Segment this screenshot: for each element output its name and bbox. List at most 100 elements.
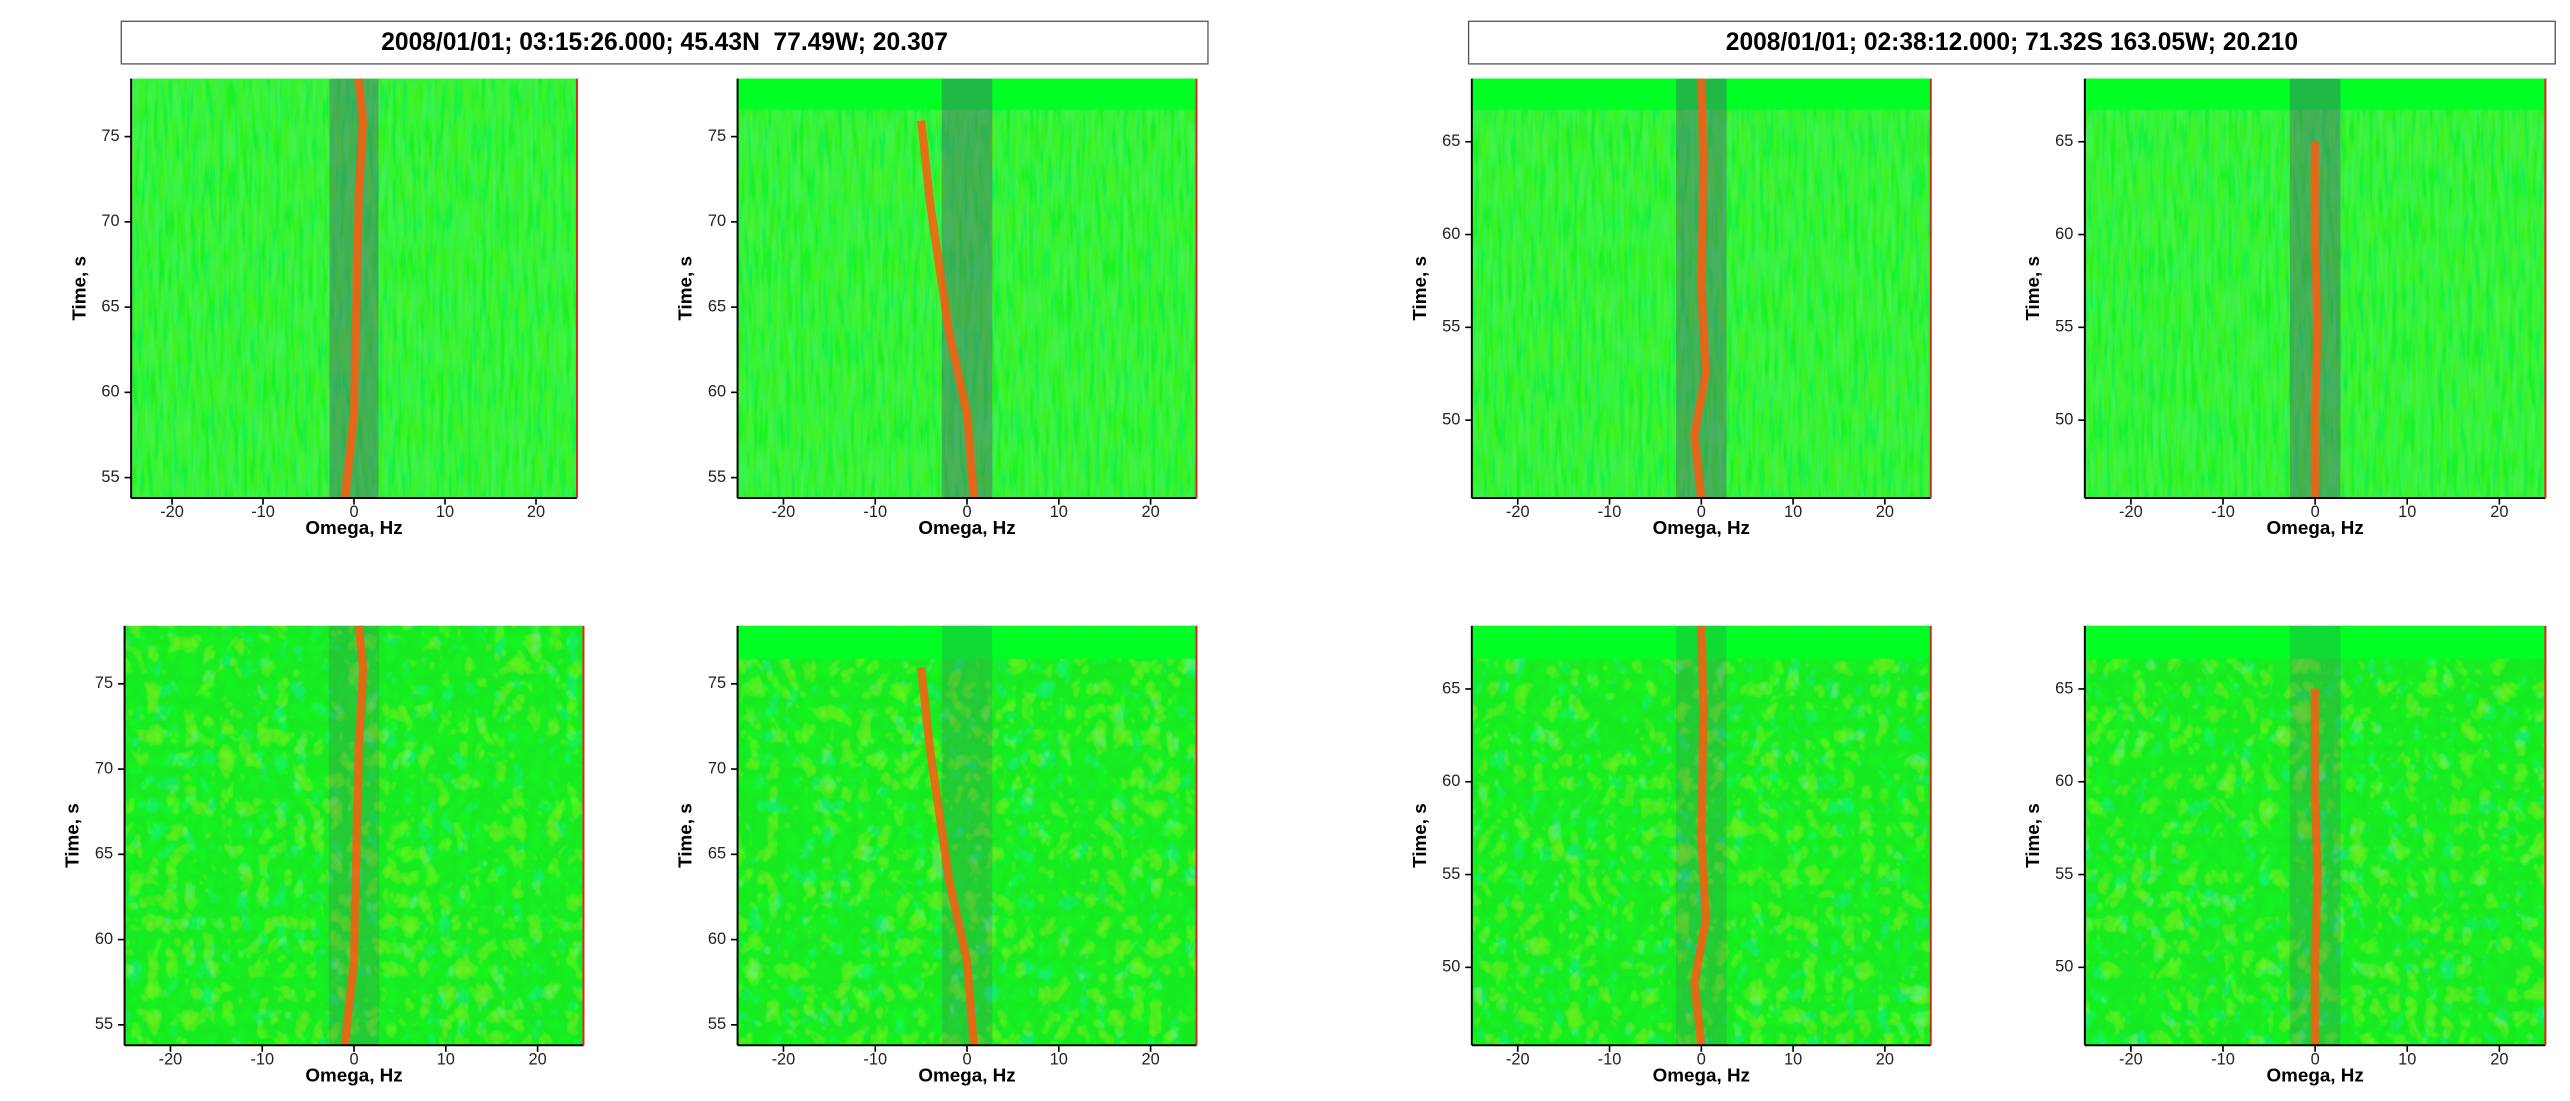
y-tick-label: 55 [708, 468, 726, 486]
y-tick-label: 75 [708, 127, 726, 145]
x-axis-label: Omega, Hz [2266, 517, 2363, 538]
x-tick-label: 0 [349, 503, 358, 521]
x-tick-label: 20 [1141, 1050, 1159, 1068]
ridge [2311, 688, 2322, 1046]
x-tick-label: -20 [2119, 503, 2143, 521]
x-tick-label: -20 [159, 1050, 183, 1068]
ridge [1690, 625, 1711, 1046]
y-tick-label: 55 [101, 468, 119, 486]
y-tick-label: 75 [708, 674, 726, 692]
x-tick-label: -10 [2211, 1050, 2235, 1068]
x-tick-label: 20 [2490, 1050, 2508, 1068]
y-tick-label: 65 [1442, 679, 1460, 697]
x-tick-label: -10 [2211, 503, 2235, 521]
x-tick-label: 0 [2311, 503, 2320, 521]
y-tick-label: 60 [101, 383, 119, 401]
x-axis-label: Omega, Hz [1653, 1064, 1750, 1085]
x-tick-label: 10 [1784, 1050, 1802, 1068]
x-tick-label: 10 [1050, 1050, 1068, 1068]
x-tick-label: 10 [2398, 1050, 2416, 1068]
x-tick-label: -20 [2119, 1050, 2143, 1068]
y-tick-label: 65 [101, 297, 119, 315]
x-tick-label: -20 [1506, 1050, 1530, 1068]
y-axis-label: Time, s [2022, 803, 2043, 868]
x-tick-label: 10 [2398, 503, 2416, 521]
y-tick-label: 50 [1442, 410, 1460, 428]
y-tick-label: 60 [1442, 225, 1460, 243]
x-axis-label: Omega, Hz [918, 517, 1015, 538]
y-axis-label: Time, s [68, 256, 89, 321]
heatmap-top-band [737, 625, 1197, 659]
y-axis-label: Time, s [675, 803, 696, 868]
y-tick-label: 60 [708, 383, 726, 401]
x-axis-label: Omega, Hz [305, 517, 402, 538]
title-box [120, 20, 1209, 65]
y-tick-label: 75 [101, 127, 119, 145]
y-tick-label: 55 [1442, 318, 1460, 336]
y-tick-label: 65 [708, 845, 726, 863]
ridge [1690, 78, 1711, 499]
x-axis-label: Omega, Hz [2266, 1064, 2363, 1085]
y-tick-label: 70 [708, 212, 726, 230]
y-axis-label: Time, s [1409, 256, 1430, 321]
y-tick-label: 50 [2055, 410, 2073, 428]
y-tick-label: 55 [1442, 865, 1460, 883]
x-tick-label: 10 [1784, 503, 1802, 521]
heatmap-top-band [2084, 78, 2546, 110]
x-tick-label: -20 [772, 503, 796, 521]
y-axis-label: Time, s [1409, 803, 1430, 868]
x-tick-label: -20 [160, 503, 184, 521]
ridge [917, 667, 978, 1046]
title-box [1467, 20, 2556, 65]
y-tick-label: 60 [708, 930, 726, 948]
y-tick-label: 65 [2055, 132, 2073, 150]
y-axis-label: Time, s [675, 256, 696, 321]
x-axis-label: Omega, Hz [1653, 517, 1750, 538]
y-axis-label: Time, s [2022, 256, 2043, 321]
y-tick-label: 65 [1442, 132, 1460, 150]
ridge [917, 120, 978, 499]
heatmap-top-band [2084, 625, 2546, 659]
figure-title: 2008/01/01; 02:38:12.000; 71.32S 163.05W… [1726, 29, 2298, 56]
ridge [2311, 141, 2322, 499]
y-tick-label: 50 [1442, 958, 1460, 976]
x-tick-label: 20 [1876, 503, 1894, 521]
x-tick-label: 20 [2490, 503, 2508, 521]
y-tick-label: 60 [95, 930, 113, 948]
x-tick-label: 0 [962, 503, 971, 521]
y-tick-label: 55 [95, 1015, 113, 1033]
ridge [340, 625, 368, 1046]
y-tick-label: 65 [95, 845, 113, 863]
y-tick-label: 70 [95, 759, 113, 777]
y-tick-label: 50 [2055, 958, 2073, 976]
x-tick-label: -10 [1598, 503, 1622, 521]
y-tick-label: 55 [2055, 318, 2073, 336]
x-tick-label: -10 [251, 503, 275, 521]
x-tick-label: 10 [1050, 503, 1068, 521]
x-tick-label: -10 [863, 1050, 887, 1068]
x-tick-label: 20 [528, 1050, 546, 1068]
ridge [341, 78, 368, 499]
x-tick-label: 0 [962, 1050, 971, 1068]
y-tick-label: 60 [2055, 772, 2073, 790]
x-tick-label: -10 [1598, 1050, 1622, 1068]
x-tick-label: 0 [1697, 503, 1706, 521]
y-tick-label: 70 [708, 759, 726, 777]
x-tick-label: 10 [437, 1050, 455, 1068]
x-tick-label: -20 [1506, 503, 1530, 521]
heatmap-top-band [737, 78, 1197, 110]
y-tick-label: 65 [708, 297, 726, 315]
x-tick-label: 0 [1697, 1050, 1706, 1068]
y-tick-label: 60 [2055, 225, 2073, 243]
x-tick-label: -20 [772, 1050, 796, 1068]
y-tick-label: 65 [2055, 679, 2073, 697]
y-tick-label: 60 [1442, 772, 1460, 790]
x-tick-label: 0 [349, 1050, 358, 1068]
x-tick-label: 20 [1876, 1050, 1894, 1068]
x-axis-label: Omega, Hz [918, 1064, 1015, 1085]
x-tick-label: 20 [527, 503, 545, 521]
y-tick-label: 55 [2055, 865, 2073, 883]
y-tick-label: 75 [95, 674, 113, 692]
